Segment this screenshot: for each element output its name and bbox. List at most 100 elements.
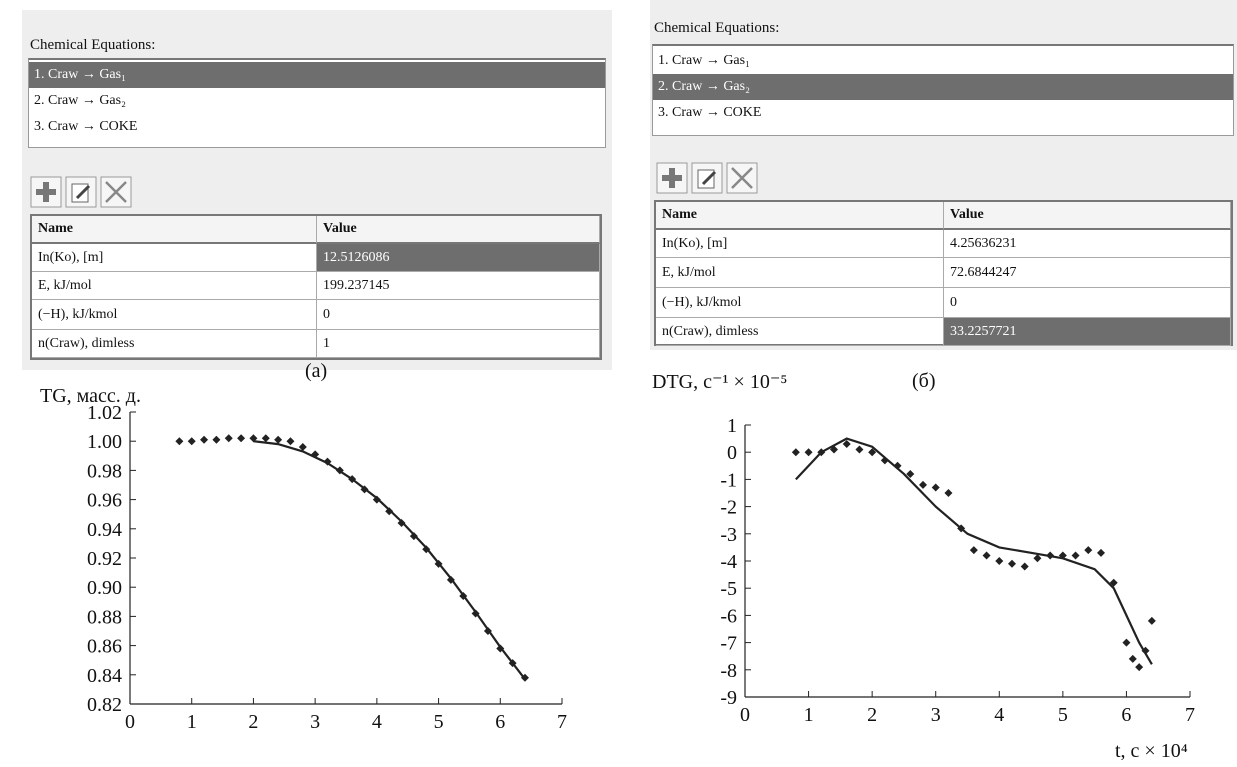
data-point xyxy=(459,592,467,600)
data-point xyxy=(212,436,220,444)
table-cell[interactable]: 33.2257721 xyxy=(944,318,1231,346)
data-point xyxy=(225,434,233,442)
x-tick-label: 6 xyxy=(495,711,505,733)
data-point xyxy=(906,470,914,478)
caption: (a) xyxy=(305,360,327,383)
data-point xyxy=(496,645,504,653)
table-cell[interactable]: n(Craw), dimless xyxy=(656,318,944,346)
x-axis-label: t, с × 10⁴ xyxy=(1115,740,1188,762)
y-tick-label: -8 xyxy=(720,660,737,682)
table-cell[interactable]: 72.6844247 xyxy=(944,258,1231,288)
x-tick-label: 5 xyxy=(434,711,444,733)
data-point xyxy=(262,434,270,442)
delete-button[interactable] xyxy=(727,163,757,193)
y-tick-label: -7 xyxy=(720,633,737,655)
table-cell[interactable]: n(Craw), dimless xyxy=(32,330,317,358)
x-tick-label: 7 xyxy=(557,711,567,733)
data-point xyxy=(274,436,282,444)
data-point xyxy=(1059,552,1067,560)
heading: Chemical Equations: xyxy=(654,20,779,37)
y-tick-label: -4 xyxy=(720,551,737,573)
x-tick-label: 2 xyxy=(867,704,877,726)
data-point xyxy=(970,546,978,554)
data-point xyxy=(1008,560,1016,568)
y-tick-label: 0.84 xyxy=(87,665,122,687)
delete-button[interactable] xyxy=(101,177,131,207)
data-point xyxy=(1097,549,1105,557)
data-point xyxy=(868,448,876,456)
equation-item[interactable]: 1. Craw → Gas₁ xyxy=(653,48,1233,74)
equation-item[interactable]: 3. Craw → COKE xyxy=(653,100,1233,126)
table-cell[interactable]: (−H), kJ/kmol xyxy=(32,300,317,330)
table-cell[interactable]: In(Ko), [m] xyxy=(32,244,317,272)
data-point xyxy=(1072,552,1080,560)
table-cell[interactable]: (−H), kJ/kmol xyxy=(656,288,944,318)
data-point xyxy=(472,609,480,617)
model-line xyxy=(796,439,1152,665)
data-point xyxy=(995,557,1003,565)
data-point xyxy=(1142,647,1150,655)
data-point xyxy=(348,475,356,483)
data-point xyxy=(957,524,965,532)
data-point xyxy=(175,437,183,445)
data-point xyxy=(881,456,889,464)
x-tick-label: 1 xyxy=(187,711,197,733)
table-cell[interactable]: E, kJ/mol xyxy=(656,258,944,288)
data-point xyxy=(509,659,517,667)
page: {"panels": [ {"caption": "(a)", "heading… xyxy=(0,0,1237,767)
data-point xyxy=(336,466,344,474)
equation-item[interactable]: 3. Craw → COKE xyxy=(29,114,605,140)
data-point xyxy=(805,448,813,456)
y-tick-label: -6 xyxy=(720,605,737,627)
equation-item[interactable]: 2. Craw → Gas₂ xyxy=(29,88,605,114)
y-tick-label: 0.82 xyxy=(87,694,122,716)
y-tick-label: -5 xyxy=(720,578,737,600)
data-point xyxy=(398,519,406,527)
table-cell[interactable]: 0 xyxy=(317,300,600,330)
data-point xyxy=(373,496,381,504)
table-cell[interactable]: 199.237145 xyxy=(317,272,600,300)
data-point xyxy=(894,462,902,470)
add-button[interactable] xyxy=(657,163,687,193)
data-point xyxy=(1084,546,1092,554)
data-point xyxy=(200,436,208,444)
data-point xyxy=(484,627,492,635)
table-cell[interactable]: 12.5126086 xyxy=(317,244,600,272)
edit-button[interactable] xyxy=(66,177,96,207)
toolbar xyxy=(656,162,766,194)
data-point xyxy=(817,448,825,456)
equation-item[interactable]: 1. Craw → Gas₁ xyxy=(29,62,605,88)
table-cell[interactable]: In(Ko), [m] xyxy=(656,230,944,258)
x-tick-label: 1 xyxy=(804,704,814,726)
model-line xyxy=(253,441,525,679)
data-point xyxy=(385,507,393,515)
table-header: Name xyxy=(656,202,944,230)
y-axis-label: TG, масс. д. xyxy=(40,385,141,407)
data-point xyxy=(422,545,430,553)
table-cell[interactable]: 4.25636231 xyxy=(944,230,1231,258)
table-header: Value xyxy=(317,216,600,244)
data-point xyxy=(843,440,851,448)
table-cell[interactable]: 1 xyxy=(317,330,600,358)
data-point xyxy=(983,552,991,560)
y-tick-label: 0.98 xyxy=(87,460,122,482)
y-tick-label: 0.86 xyxy=(87,636,122,658)
data-point xyxy=(299,443,307,451)
data-point xyxy=(311,450,319,458)
table-cell[interactable]: E, kJ/mol xyxy=(32,272,317,300)
table-cell[interactable]: 0 xyxy=(944,288,1231,318)
y-tick-label: -2 xyxy=(720,497,737,519)
equation-item[interactable]: 2. Craw → Gas₂ xyxy=(653,74,1233,100)
x-tick-label: 7 xyxy=(1185,704,1195,726)
y-tick-label: -3 xyxy=(720,524,737,546)
x-tick-label: 2 xyxy=(248,711,258,733)
data-point xyxy=(188,437,196,445)
y-tick-label: -1 xyxy=(720,469,737,491)
add-button[interactable] xyxy=(31,177,61,207)
edit-button[interactable] xyxy=(692,163,722,193)
